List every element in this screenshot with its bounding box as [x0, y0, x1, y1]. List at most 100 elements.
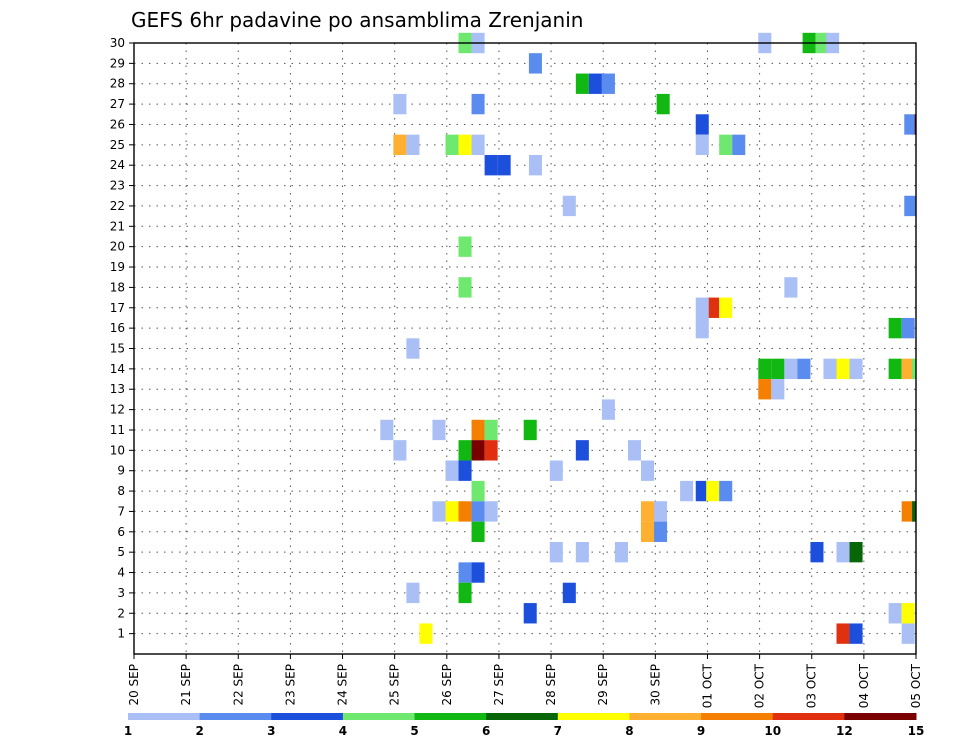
x-tick-label: 24 SEP — [336, 664, 350, 706]
y-tick-label: 27 — [110, 97, 125, 111]
y-tick-label: 12 — [110, 403, 125, 417]
y-tick-label: 28 — [110, 77, 125, 91]
precip-cell — [719, 480, 733, 502]
x-tick-label: 03 OCT — [805, 663, 819, 708]
precip-cell — [901, 623, 915, 644]
color-legend: 12345678910121520 — [124, 713, 925, 738]
x-tick-label: 29 SEP — [596, 664, 610, 706]
precip-cell — [419, 623, 433, 644]
legend-label: 8 — [625, 724, 633, 738]
precip-cell — [901, 317, 915, 339]
y-tick-label: 17 — [110, 301, 125, 315]
precip-cell — [912, 501, 916, 522]
precip-cell — [719, 297, 733, 318]
x-tick-label: 28 SEP — [544, 664, 558, 706]
precip-cell — [406, 338, 420, 359]
precip-cell — [888, 358, 902, 380]
precip-cell — [458, 440, 472, 461]
precip-cell — [654, 501, 668, 522]
y-tick-label: 10 — [110, 443, 125, 457]
legend-label: 12 — [836, 724, 853, 738]
y-tick-label: 22 — [110, 199, 125, 213]
y-tick-label: 26 — [110, 117, 125, 131]
x-tick-label: 01 OCT — [700, 663, 714, 708]
precip-cell — [393, 93, 407, 115]
y-tick-label: 9 — [117, 464, 125, 478]
precip-cell — [912, 358, 916, 380]
precip-cell — [471, 93, 485, 115]
precip-cell — [484, 155, 498, 176]
x-tick-label: 26 SEP — [440, 664, 454, 706]
precip-cell — [458, 134, 472, 156]
precip-cell — [640, 501, 655, 522]
y-tick-label: 25 — [110, 138, 125, 152]
legend-swatch — [271, 713, 344, 720]
precip-cell — [393, 440, 407, 461]
precip-cell — [771, 358, 785, 380]
precip-cell — [549, 460, 563, 481]
legend-label: 1 — [124, 724, 132, 738]
legend-label: 4 — [339, 724, 347, 738]
x-tick-label: 02 OCT — [753, 663, 767, 708]
precip-cell — [575, 73, 589, 94]
precip-cell — [758, 358, 772, 380]
legend-label: 10 — [764, 724, 781, 738]
legend-swatch — [414, 713, 487, 720]
y-tick-label: 8 — [117, 484, 125, 498]
y-tick-label: 2 — [117, 606, 125, 620]
y-tick-label: 21 — [110, 219, 125, 233]
precip-cell — [471, 134, 485, 156]
x-tick-label: 21 SEP — [179, 664, 193, 706]
legend-label: 6 — [482, 724, 490, 738]
precip-cell — [471, 419, 485, 441]
y-tick-label: 13 — [110, 382, 125, 396]
y-tick-label: 4 — [117, 566, 125, 580]
y-tick-label: 1 — [117, 627, 125, 641]
precip-cell — [784, 277, 798, 298]
x-tick-label: 22 SEP — [231, 664, 245, 706]
legend-label: 9 — [697, 724, 705, 738]
precip-cell — [445, 460, 459, 481]
y-tick-label: 24 — [110, 158, 125, 172]
x-tick-label: 20 SEP — [127, 664, 141, 706]
precip-cells — [380, 32, 916, 644]
legend-swatch — [128, 713, 201, 720]
precip-cell — [706, 297, 720, 318]
precip-cell — [528, 155, 542, 176]
y-tick-label: 14 — [110, 362, 125, 376]
precip-cell — [695, 297, 709, 318]
x-tick-label: 05 OCT — [909, 663, 923, 708]
precip-cell — [627, 440, 641, 461]
legend-label: 3 — [267, 724, 275, 738]
precip-cell — [380, 419, 394, 441]
y-tick-label: 30 — [110, 36, 125, 50]
precip-cell — [471, 501, 485, 522]
precip-cell — [458, 460, 472, 481]
legend-swatch — [844, 713, 917, 720]
precip-cell — [562, 195, 576, 217]
y-tick-label: 3 — [117, 586, 125, 600]
precip-cell — [549, 541, 563, 563]
precip-cell — [823, 358, 837, 380]
precip-cell — [849, 623, 863, 644]
legend-label: 2 — [195, 724, 203, 738]
precip-cell — [458, 277, 472, 298]
precip-cell — [484, 419, 498, 441]
precip-cell — [588, 73, 602, 94]
y-tick-label: 6 — [117, 525, 125, 539]
precip-cell — [784, 358, 798, 380]
precip-cell — [901, 358, 915, 380]
precip-cell — [575, 440, 589, 461]
precip-cell — [836, 358, 850, 380]
precip-cell — [654, 521, 668, 542]
y-tick-label: 7 — [117, 504, 125, 518]
legend-label: 7 — [554, 724, 562, 738]
y-tick-label: 18 — [110, 280, 125, 294]
legend-label: 15 — [908, 724, 925, 738]
precip-cell — [528, 53, 542, 74]
precip-cell — [484, 501, 498, 522]
precip-cell — [758, 379, 772, 400]
x-tick-label: 04 OCT — [857, 663, 871, 708]
x-axis-ticks: 20 SEP 21 SEP 22 SEP 23 SEP 24 SEP 25 SEP 26 S… — [127, 654, 923, 708]
precip-cell — [445, 501, 459, 522]
